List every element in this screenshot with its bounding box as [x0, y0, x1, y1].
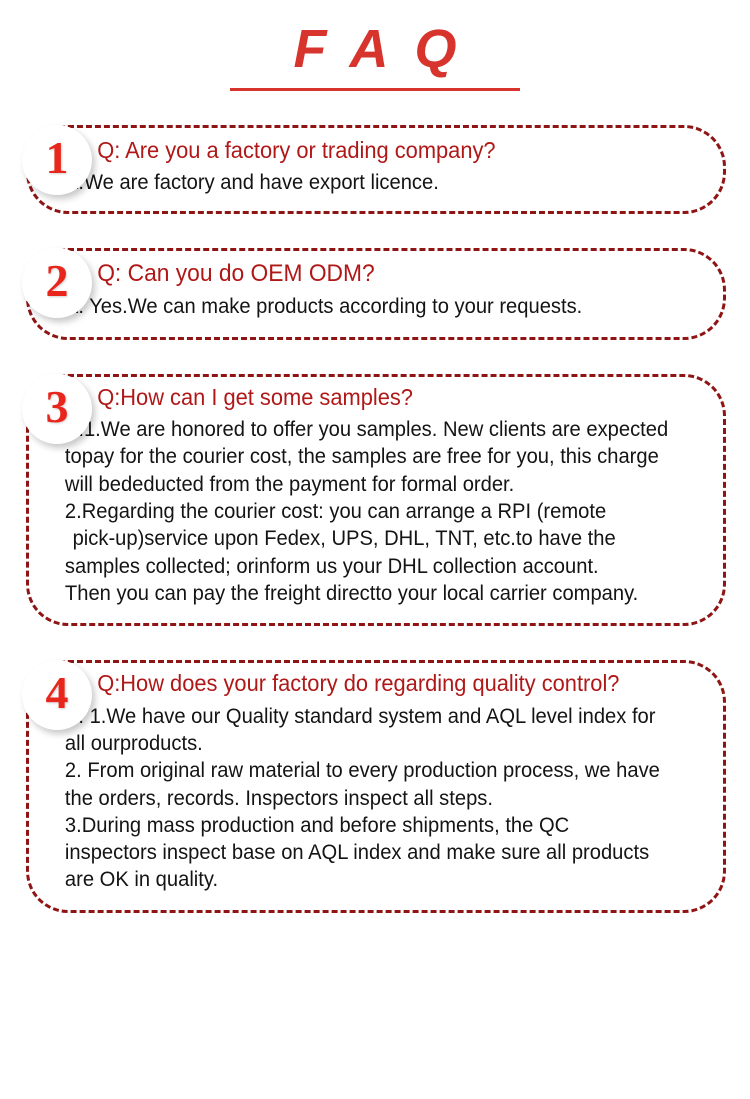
answer-line: will bededucted from the payment for for… [64, 472, 515, 496]
faq-box: Q:How can I get some samples? A:1.We are… [26, 373, 726, 627]
faq-answer: A:We are factory and have export licence… [63, 169, 672, 196]
faq-question: Q:How does your factory do regarding qua… [97, 670, 620, 697]
answer-line: A: Yes.We can make products according to… [64, 295, 583, 319]
answer-line: Then you can pay the freight directto yo… [64, 581, 639, 605]
answer-line: 2.Regarding the courier cost: you can ar… [64, 500, 607, 524]
faq-number-badge: 1 [22, 125, 92, 195]
faq-answer: A:1.We are honored to offer you samples.… [63, 416, 672, 607]
faq-box: Q: Can you do OEM ODM? A: Yes.We can mak… [26, 247, 726, 340]
faq-number: 2 [45, 254, 69, 306]
answer-line: pick-up)service upon Fedex, UPS, DHL, TN… [72, 527, 616, 551]
answer-line: A: 1.We have our Quality standard system… [64, 704, 656, 728]
faq-item: 3 Q:How can I get some samples? A:1.We a… [22, 373, 726, 627]
answer-line: samples collected; orinform us your DHL … [64, 554, 599, 578]
answer-line: 2. From original raw material to every p… [64, 759, 660, 783]
faq-box: Q:How does your factory do regarding qua… [26, 660, 726, 913]
answer-line: all ourproducts. [64, 732, 203, 755]
faq-question: Q:How can I get some samples? [97, 383, 413, 410]
faq-list: 1 Q: Are you a factory or trading compan… [0, 125, 750, 913]
answer-line: the orders, records. Inspectors inspect … [64, 786, 493, 810]
answer-line: are OK in quality. [64, 868, 219, 892]
faq-number: 1 [45, 132, 69, 183]
faq-number-badge: 2 [22, 247, 92, 318]
faq-question: Q: Are you a factory or trading company? [97, 137, 496, 163]
page-header: FAQ [0, 0, 750, 91]
faq-item: 1 Q: Are you a factory or trading compan… [22, 125, 726, 214]
faq-answer: A: 1.We have our Quality standard system… [63, 703, 672, 894]
answer-line: A:We are factory and have export licence… [64, 171, 439, 195]
faq-number-badge: 4 [22, 660, 92, 731]
faq-number: 3 [45, 380, 69, 432]
faq-number-badge: 3 [22, 373, 92, 444]
title-underline [230, 88, 520, 91]
faq-question: Q: Can you do OEM ODM? [97, 259, 375, 287]
faq-box: Q: Are you a factory or trading company?… [26, 125, 726, 214]
answer-line: A:1.We are honored to offer you samples.… [64, 418, 669, 442]
answer-line: topay for the courier cost, the samples … [64, 445, 659, 469]
faq-answer: A: Yes.We can make products according to… [63, 293, 672, 320]
page-title: FAQ [293, 19, 483, 79]
faq-number: 4 [45, 667, 69, 719]
faq-item: 4 Q:How does your factory do regarding q… [22, 660, 726, 913]
faq-item: 2 Q: Can you do OEM ODM? A: Yes.We can m… [22, 247, 726, 340]
answer-line: 3.During mass production and before ship… [64, 813, 570, 837]
answer-line: inspectors inspect base on AQL index and… [64, 841, 650, 865]
